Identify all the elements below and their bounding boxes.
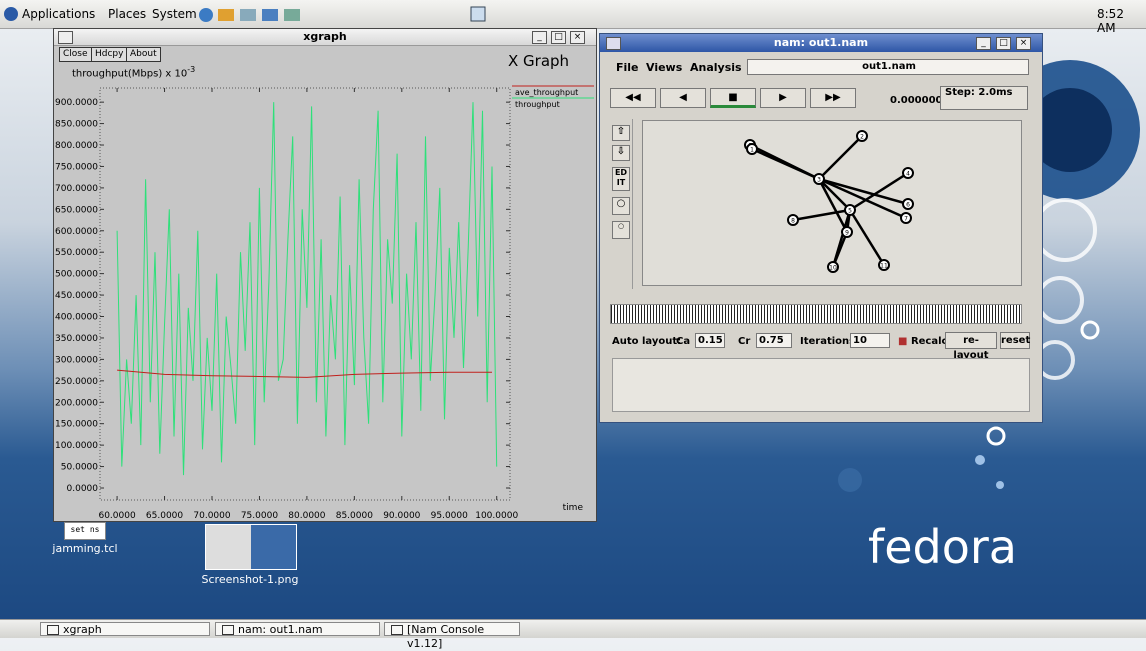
menu[interactable]: File — [616, 61, 639, 74]
minimize[interactable]: _ — [532, 31, 547, 44]
maximize[interactable]: □ — [996, 37, 1011, 50]
menu[interactable]: Analysis — [690, 61, 742, 74]
file-field[interactable]: out1.nam — [747, 59, 1029, 75]
toolbar: ⇧ ⇩ ED IT ○ ○ — [610, 119, 633, 289]
x-tick-label: 100.0000 — [475, 511, 518, 521]
x-tick-label: 95.0000 — [431, 511, 468, 521]
x-tick-label: 65.0000 — [146, 511, 183, 521]
y-tick-label: 200.0000 — [55, 398, 98, 408]
x-tick-label: 90.0000 — [383, 511, 420, 521]
step-slider[interactable]: Step: 2.0ms — [940, 86, 1028, 110]
x-tick-label: 85.0000 — [336, 511, 373, 521]
y-tick-label: 750.0000 — [55, 162, 98, 172]
play[interactable]: ▶ — [760, 88, 806, 108]
sim-time: 0.000000 — [890, 95, 943, 106]
image-thumb[interactable] — [205, 524, 297, 570]
timeline[interactable] — [610, 304, 1022, 324]
stop[interactable]: ■ — [710, 88, 756, 108]
y-tick-label: 150.0000 — [55, 420, 98, 430]
recalc: Recalc — [911, 336, 948, 347]
step-label: Step: 2.0ms — [945, 87, 1013, 98]
y-tick-label: 300.0000 — [55, 355, 98, 365]
x-tick-label: 75.0000 — [241, 511, 278, 521]
taskbar: xgraph nam: out1.nam [Nam Console v1.12] — [0, 619, 1146, 638]
top-panel: Applications Places System 8:52 AM — [0, 0, 1146, 29]
button[interactable]: About — [126, 47, 161, 62]
zoom-in[interactable]: ⇧ — [612, 125, 630, 141]
y-tick-label: 250.0000 — [55, 377, 98, 387]
button[interactable]: Close — [59, 47, 92, 62]
close[interactable]: × — [1016, 37, 1031, 50]
menu[interactable]: Applications — [22, 7, 95, 21]
button[interactable]: reset — [1000, 332, 1030, 349]
node-tool[interactable]: ○ — [612, 197, 630, 215]
y-tick-label: 850.0000 — [55, 120, 98, 130]
nam-window: nam: out1.nam _ □ × File Views Analysis … — [599, 33, 1043, 423]
x-tick-label: 80.0000 — [288, 511, 325, 521]
legend-label: ave_throughput — [515, 88, 578, 97]
task-button[interactable]: xgraph — [40, 622, 210, 636]
menu[interactable]: System — [152, 7, 197, 21]
launchers — [198, 7, 308, 23]
legend-label: throughput — [515, 100, 560, 109]
edit[interactable]: ED IT — [612, 167, 630, 191]
icon-label[interactable]: jamming.tcl — [40, 542, 130, 555]
y-tick-label: 450.0000 — [55, 291, 98, 301]
annotation-pane[interactable] — [612, 358, 1030, 412]
task-button[interactable]: nam: out1.nam — [215, 622, 380, 636]
series-line — [117, 370, 492, 377]
clock[interactable]: 8:52 AM — [1097, 7, 1146, 35]
window-menu[interactable] — [606, 37, 621, 50]
file-thumb[interactable]: set ns — [64, 522, 106, 540]
minimize[interactable]: _ — [976, 37, 991, 50]
iter-field[interactable]: 10 — [850, 333, 890, 348]
y-tick-label: 100.0000 — [55, 441, 98, 451]
cr-label: Cr — [738, 336, 750, 347]
link-tool[interactable]: ○ — [612, 221, 630, 239]
layout-label: Auto layout: — [612, 336, 681, 347]
y-tick-label: 800.0000 — [55, 141, 98, 151]
x-tick-label: 60.0000 — [98, 511, 135, 521]
x-tick-label: 70.0000 — [193, 511, 230, 521]
back[interactable]: ◀ — [660, 88, 706, 108]
window-menu[interactable] — [58, 31, 73, 44]
network-canvas[interactable] — [642, 120, 1022, 286]
ca-label: Ca — [676, 336, 690, 347]
recalc-check[interactable]: ■ Recalc — [898, 336, 947, 347]
chart: 0.0000 50.0000 100.0000 150.0000 200.0000 250… — [54, 64, 596, 521]
menu[interactable]: Views — [646, 61, 682, 74]
y-tick-label: 400.0000 — [55, 313, 98, 323]
menu[interactable]: Places — [108, 7, 146, 21]
cr-field[interactable]: 0.75 — [756, 333, 792, 348]
y-tick-label: 550.0000 — [55, 248, 98, 258]
fedora-icon — [3, 6, 19, 22]
y-tick-label: 700.0000 — [55, 184, 98, 194]
zoom-out[interactable]: ⇩ — [612, 145, 630, 161]
y-tick-label: 650.0000 — [55, 205, 98, 215]
ca-field[interactable]: 0.15 — [695, 333, 725, 348]
logo: fedora — [868, 520, 1017, 574]
rewind[interactable]: ◀◀ — [610, 88, 656, 108]
y-tick-label: 900.0000 — [55, 98, 98, 108]
y-tick-label: 600.0000 — [55, 227, 98, 237]
series-line — [117, 102, 497, 475]
button[interactable]: re-layout — [945, 332, 997, 349]
x-axis-label: time — [563, 503, 584, 513]
button[interactable]: Hdcpy — [91, 47, 127, 62]
y-tick-label: 350.0000 — [55, 334, 98, 344]
close[interactable]: × — [570, 31, 585, 44]
title-bar: xgraph — [54, 29, 596, 46]
maximize[interactable]: □ — [551, 31, 566, 44]
y-tick-label: 50.0000 — [61, 463, 98, 473]
fast-forward[interactable]: ▶▶ — [810, 88, 856, 108]
icon-label[interactable]: Screenshot-1.png — [190, 573, 310, 586]
iter-label: Iterations — [800, 336, 855, 347]
desktop: Applications Places System 8:52 AM set n… — [0, 0, 1146, 637]
notify-icon[interactable] — [470, 6, 486, 22]
y-tick-label: 0.0000 — [67, 484, 99, 494]
task-button[interactable]: [Nam Console v1.12] — [384, 622, 520, 636]
y-tick-label: 500.0000 — [55, 270, 98, 280]
